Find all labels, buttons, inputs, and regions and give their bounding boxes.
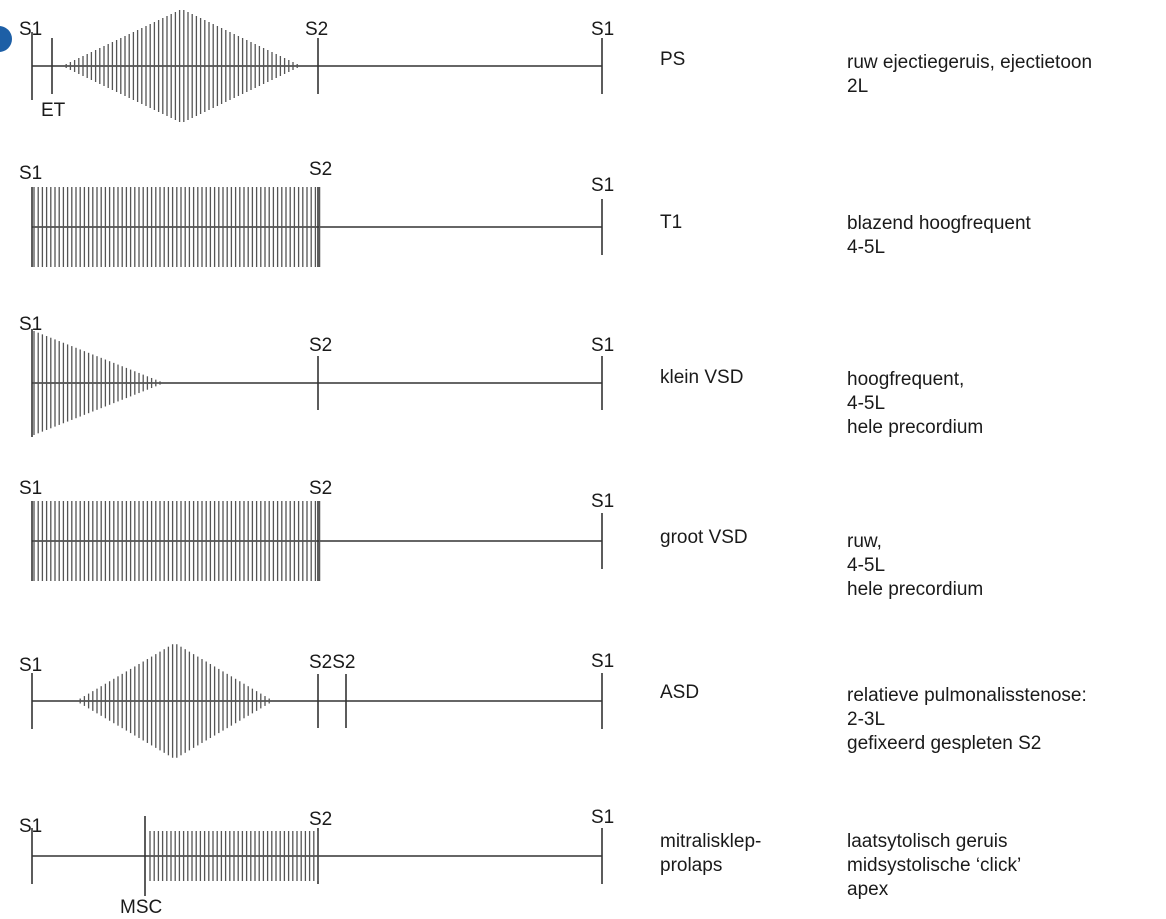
groot-vsd-desc-line: hele precordium: [847, 579, 984, 600]
groot-vsd-s1-start-label: S1: [19, 478, 43, 499]
klein-vsd-desc-line: 4-5L: [847, 393, 886, 414]
ps-name: PS: [660, 48, 685, 72]
mitralisklep-desc-line: laatsytolisch geruis: [847, 831, 1008, 852]
mitralisklep-name-line: mitralisklep-: [660, 831, 762, 852]
mitralisklep-s1-end-label: S1: [591, 807, 615, 828]
t1-desc-line: blazend hoogfrequent: [847, 213, 1031, 234]
ps-desc-line: ruw ejectiegeruis, ejectietoon: [847, 52, 1093, 73]
asd-s1-start-label: S1: [19, 655, 43, 676]
groot-vsd-s1-end-label: S1: [591, 491, 615, 512]
klein-vsd-description: hoogfrequent, 4-5L hele precordium: [847, 368, 983, 440]
asd-s2s2-label: S2S2: [309, 652, 356, 673]
klein-vsd-desc-line: hele precordium: [847, 417, 984, 438]
t1-name: T1: [660, 211, 682, 235]
groot-vsd-s2-label: S2: [309, 478, 333, 499]
mitralisklep-s1-start-label: S1: [19, 816, 43, 837]
groot-vsd-desc-line: ruw,: [847, 531, 882, 552]
t1-s1-start-label: S1: [19, 163, 43, 184]
groot-vsd-desc-line: 4-5L: [847, 555, 886, 576]
mitralisklep-desc-line: midsystolische ‘click’: [847, 855, 1022, 876]
mitralisklep-name-line: prolaps: [660, 855, 723, 876]
ps-s1-start-label: S1: [19, 19, 43, 40]
figure-badge: [0, 26, 12, 52]
ps-s1-end-label: S1: [591, 19, 615, 40]
ps-description: ruw ejectiegeruis, ejectietoon 2L: [847, 51, 1092, 99]
ps-et-label: ET: [41, 100, 66, 121]
klein-vsd-name: klein VSD: [660, 366, 743, 390]
ps-desc-line: 2L: [847, 76, 869, 97]
t1-s1-end-label: S1: [591, 175, 615, 196]
mitralisklep-desc-line: apex: [847, 879, 889, 900]
ps-name-line: PS: [660, 49, 686, 70]
mitralisklep-description: laatsytolisch geruis midsystolische ‘cli…: [847, 830, 1021, 902]
murmur-diagrams: [31, 10, 603, 896]
asd-desc-line: 2-3L: [847, 709, 886, 730]
groot-vsd-name-line: groot VSD: [660, 527, 748, 548]
asd-desc-line: gefixeerd gespleten S2: [847, 733, 1042, 754]
t1-s2-label: S2: [309, 159, 333, 180]
groot-vsd-description: ruw, 4-5L hele precordium: [847, 530, 983, 602]
mitralisklep-s2-label: S2: [309, 809, 333, 830]
asd-s1-end-label: S1: [591, 651, 615, 672]
asd-desc-line: relatieve pulmonalisstenose:: [847, 685, 1087, 706]
groot-vsd-name: groot VSD: [660, 526, 748, 550]
ps-s2-label: S2: [305, 19, 329, 40]
klein-vsd-desc-line: hoogfrequent,: [847, 369, 965, 390]
asd-name: ASD: [660, 681, 699, 705]
t1-description: blazend hoogfrequent 4-5L: [847, 212, 1031, 260]
klein-vsd-name-line: klein VSD: [660, 367, 744, 388]
klein-vsd-s1-end-label: S1: [591, 335, 615, 356]
t1-name-line: T1: [660, 212, 683, 233]
t1-desc-line: 4-5L: [847, 237, 886, 258]
asd-description: relatieve pulmonalisstenose: 2-3L gefixe…: [847, 684, 1087, 756]
asd-name-line: ASD: [660, 682, 700, 703]
mitralisklep-name: mitralisklep- prolaps: [660, 830, 761, 878]
klein-vsd-s2-label: S2: [309, 335, 333, 356]
klein-vsd-s1-start-label: S1: [19, 314, 43, 335]
